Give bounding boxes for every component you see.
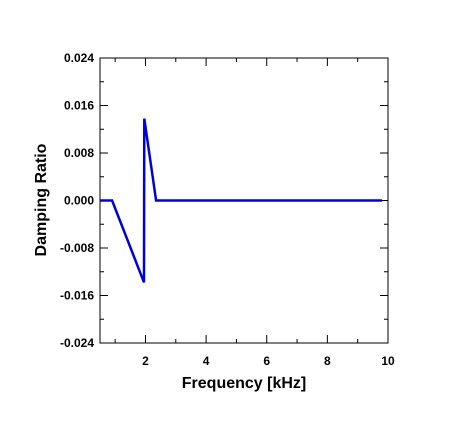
series-group [100, 118, 382, 283]
x-tick-labels: 2 4 6 8 10 [142, 354, 395, 368]
x-tick-label: 10 [381, 354, 395, 368]
y-axis-title: Damping Ratio [33, 143, 50, 256]
y-tick-label: -0.016 [60, 289, 94, 303]
y-tick-label: 0.000 [64, 194, 94, 208]
y-tick-label: 0.016 [64, 99, 94, 113]
y-tick-label: 0.008 [64, 146, 94, 160]
x-tick-label: 4 [203, 354, 210, 368]
x-axis-title: Frequency [kHz] [182, 375, 306, 392]
series-line [100, 118, 382, 283]
y-tick-label: -0.024 [60, 336, 94, 350]
x-tick-label: 6 [263, 354, 270, 368]
y-tick-labels: -0.024 -0.016 -0.008 0.000 0.008 0.016 0.024 [60, 51, 94, 350]
x-tick-label: 2 [142, 354, 149, 368]
y-tick-label: 0.024 [64, 51, 94, 65]
axis-ticks [100, 57, 389, 344]
y-tick-label: -0.008 [60, 241, 94, 255]
x-tick-label: 8 [324, 354, 331, 368]
